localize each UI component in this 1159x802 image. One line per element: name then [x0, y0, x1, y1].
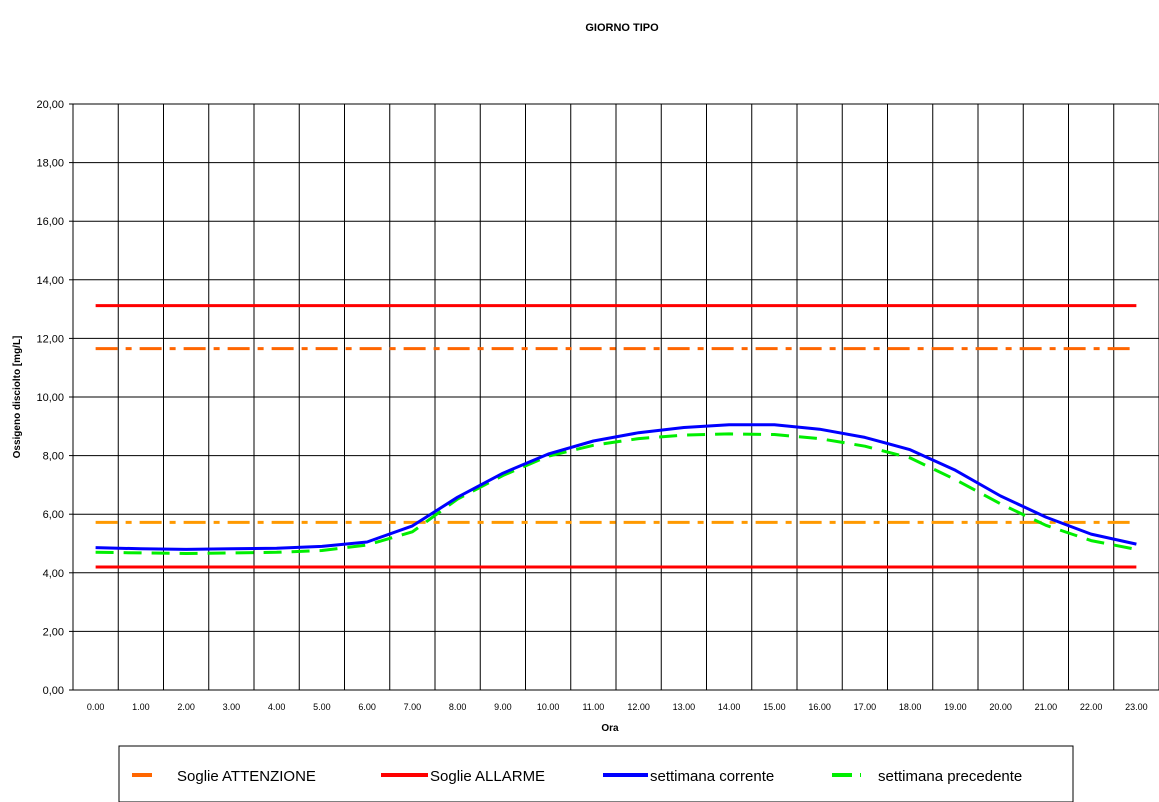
y-tick-label: 10,00 [36, 392, 64, 404]
x-tick-label: 22.00 [1080, 702, 1103, 712]
legend-label: settimana precedente [878, 768, 1022, 785]
grid [73, 103, 1159, 691]
y-axis-label: Ossigeno disciolto [mg/L] [12, 336, 23, 459]
legend-label: Soglie ALLARME [430, 768, 545, 785]
x-tick-label: 17.00 [854, 702, 877, 712]
x-tick-label: 9.00 [494, 702, 512, 712]
x-tick-label: 5.00 [313, 702, 331, 712]
x-tick-label: 23.00 [1125, 702, 1148, 712]
y-axis-ticks: 0,00 2,00 4,00 6,00 8,00 10,00 12,00 14,00 16,00… [36, 99, 73, 697]
y-tick-label: 12,00 [36, 333, 64, 345]
x-tick-label: 21.00 [1035, 702, 1058, 712]
x-tick-label: 4.00 [268, 702, 286, 712]
legend: Soglie ATTENZIONE Soglie ALLARME settimana… [132, 768, 1022, 785]
legend-label: settimana corrente [650, 768, 774, 785]
x-tick-label: 0.00 [87, 702, 105, 712]
x-tick-label: 14.00 [718, 702, 741, 712]
x-tick-label: 2.00 [177, 702, 195, 712]
x-tick-label: 11.00 [582, 702, 604, 712]
x-tick-label: 6.00 [358, 702, 376, 712]
y-tick-label: 20,00 [36, 99, 64, 111]
y-tick-label: 0,00 [43, 685, 64, 697]
x-tick-label: 1.00 [132, 702, 150, 712]
series-line [95, 432, 1137, 555]
x-tick-label: 3.00 [223, 702, 241, 712]
x-tick-label: 13.00 [673, 702, 696, 712]
x-tick-label: 16.00 [808, 702, 831, 712]
x-tick-label: 20.00 [989, 702, 1012, 712]
x-tick-label: 10.00 [537, 702, 560, 712]
y-tick-label: 6,00 [43, 509, 64, 521]
x-axis-label: Ora [601, 723, 619, 734]
legend-label: Soglie ATTENZIONE [177, 768, 316, 785]
y-tick-label: 4,00 [43, 568, 64, 580]
x-tick-label: 18.00 [899, 702, 922, 712]
y-tick-label: 2,00 [43, 626, 64, 638]
x-tick-label: 12.00 [627, 702, 650, 712]
chart-title: GIORNO TIPO [585, 22, 659, 34]
series-line [95, 423, 1137, 551]
x-tick-label: 8.00 [449, 702, 467, 712]
y-tick-label: 18,00 [36, 158, 64, 170]
series-lines [95, 423, 1137, 555]
x-tick-label: 15.00 [763, 702, 786, 712]
y-tick-label: 14,00 [36, 275, 64, 287]
y-tick-label: 16,00 [36, 216, 64, 228]
x-tick-label: 19.00 [944, 702, 967, 712]
legend-box [118, 745, 1074, 802]
x-tick-label: 7.00 [404, 702, 422, 712]
y-tick-label: 8,00 [43, 451, 64, 463]
threshold-lines [95, 304, 1137, 569]
x-axis-ticks: 0.00 1.00 2.00 3.00 4.00 5.00 6.00 7.00 8.00 9.00… [87, 702, 1148, 712]
plot-area-border [72, 103, 1159, 691]
